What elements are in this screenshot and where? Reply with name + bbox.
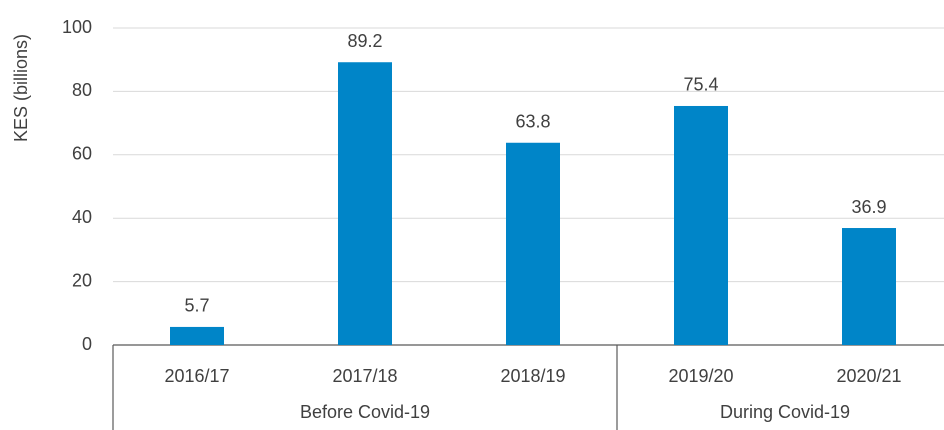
y-tick-label: 0	[82, 334, 92, 354]
bar	[170, 326, 224, 345]
value-label: 89.2	[347, 31, 382, 51]
x-tick-label: 2018/19	[500, 366, 565, 386]
value-label: 75.4	[683, 75, 718, 95]
bar	[506, 142, 560, 345]
x-tick-label: 2020/21	[836, 366, 901, 386]
value-label: 63.8	[515, 112, 550, 132]
x-tick-label: 2016/17	[164, 366, 229, 386]
bar	[338, 62, 392, 346]
y-tick-label: 20	[72, 270, 92, 290]
y-axis-title: KES (billions)	[11, 34, 31, 142]
y-tick-label: 80	[72, 80, 92, 100]
bar	[842, 228, 896, 345]
y-tick-label: 40	[72, 207, 92, 227]
group-label: Before Covid-19	[300, 402, 430, 422]
x-tick-label: 2019/20	[668, 366, 733, 386]
value-label: 36.9	[851, 197, 886, 217]
y-tick-label: 60	[72, 144, 92, 164]
group-label: During Covid-19	[720, 402, 850, 422]
value-label: 5.7	[184, 296, 209, 316]
y-tick-label: 100	[62, 17, 92, 37]
bar	[674, 105, 728, 346]
x-tick-label: 2017/18	[332, 366, 397, 386]
